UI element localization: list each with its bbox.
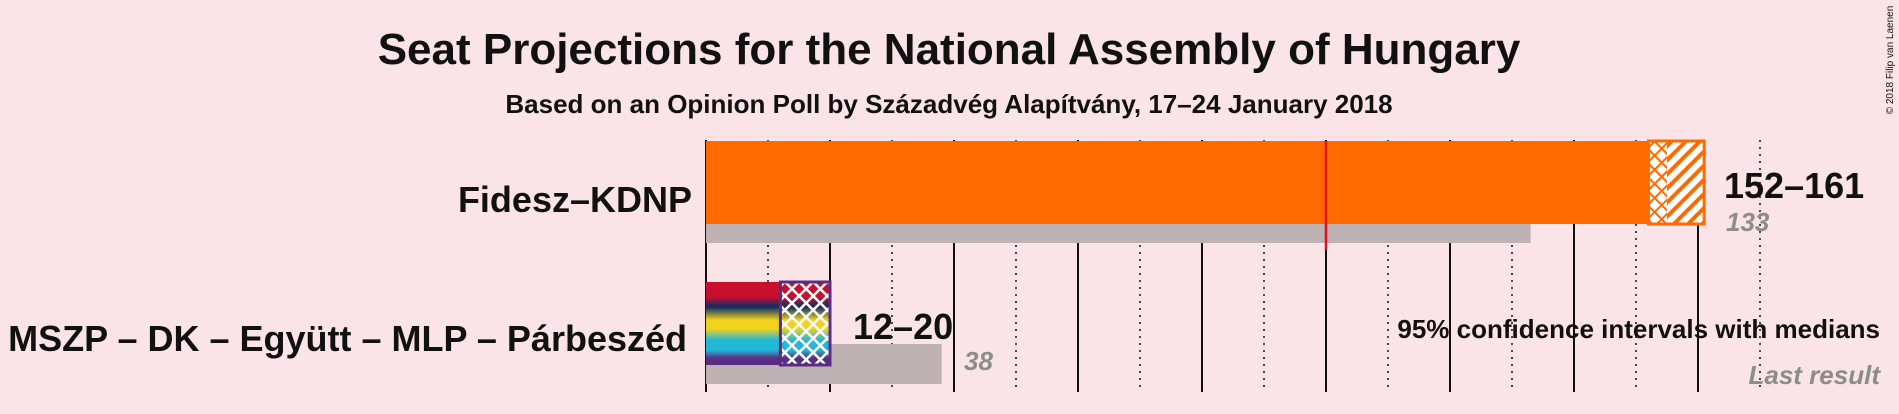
range-label: 152–161 xyxy=(1724,165,1864,206)
ci-hatch xyxy=(1667,141,1705,224)
party-row-mszp-coalition: MSZP – DK – Együtt – MLP – Párbeszéd 12–… xyxy=(8,280,993,384)
ci-crosshatch xyxy=(1648,141,1667,224)
last-result-label: 38 xyxy=(964,346,993,376)
seat-bar xyxy=(706,141,1705,224)
party-row-fidesz-kdnp: Fidesz–KDNP 152–161 133 xyxy=(458,139,1864,243)
legend-last-text: Last result xyxy=(1749,360,1882,390)
chart-title: Seat Projections for the National Assemb… xyxy=(378,25,1521,74)
range-label: 12–20 xyxy=(853,306,953,347)
party-label: Fidesz–KDNP xyxy=(458,179,692,220)
ci-crosshatch xyxy=(780,282,830,365)
last-result-bar xyxy=(706,224,1531,243)
ci-outline xyxy=(778,280,832,367)
party-label: MSZP – DK – Együtt – MLP – Párbeszéd xyxy=(8,318,687,359)
last-result-label: 133 xyxy=(1726,207,1770,237)
chart-subtitle: Based on an Opinion Poll by Századvég Al… xyxy=(505,89,1392,119)
copyright-notice: © 2018 Filip van Laenen xyxy=(1885,6,1896,115)
legend-ci-text: 95% confidence intervals with medians xyxy=(1397,314,1880,344)
ci-outline xyxy=(1646,139,1706,226)
